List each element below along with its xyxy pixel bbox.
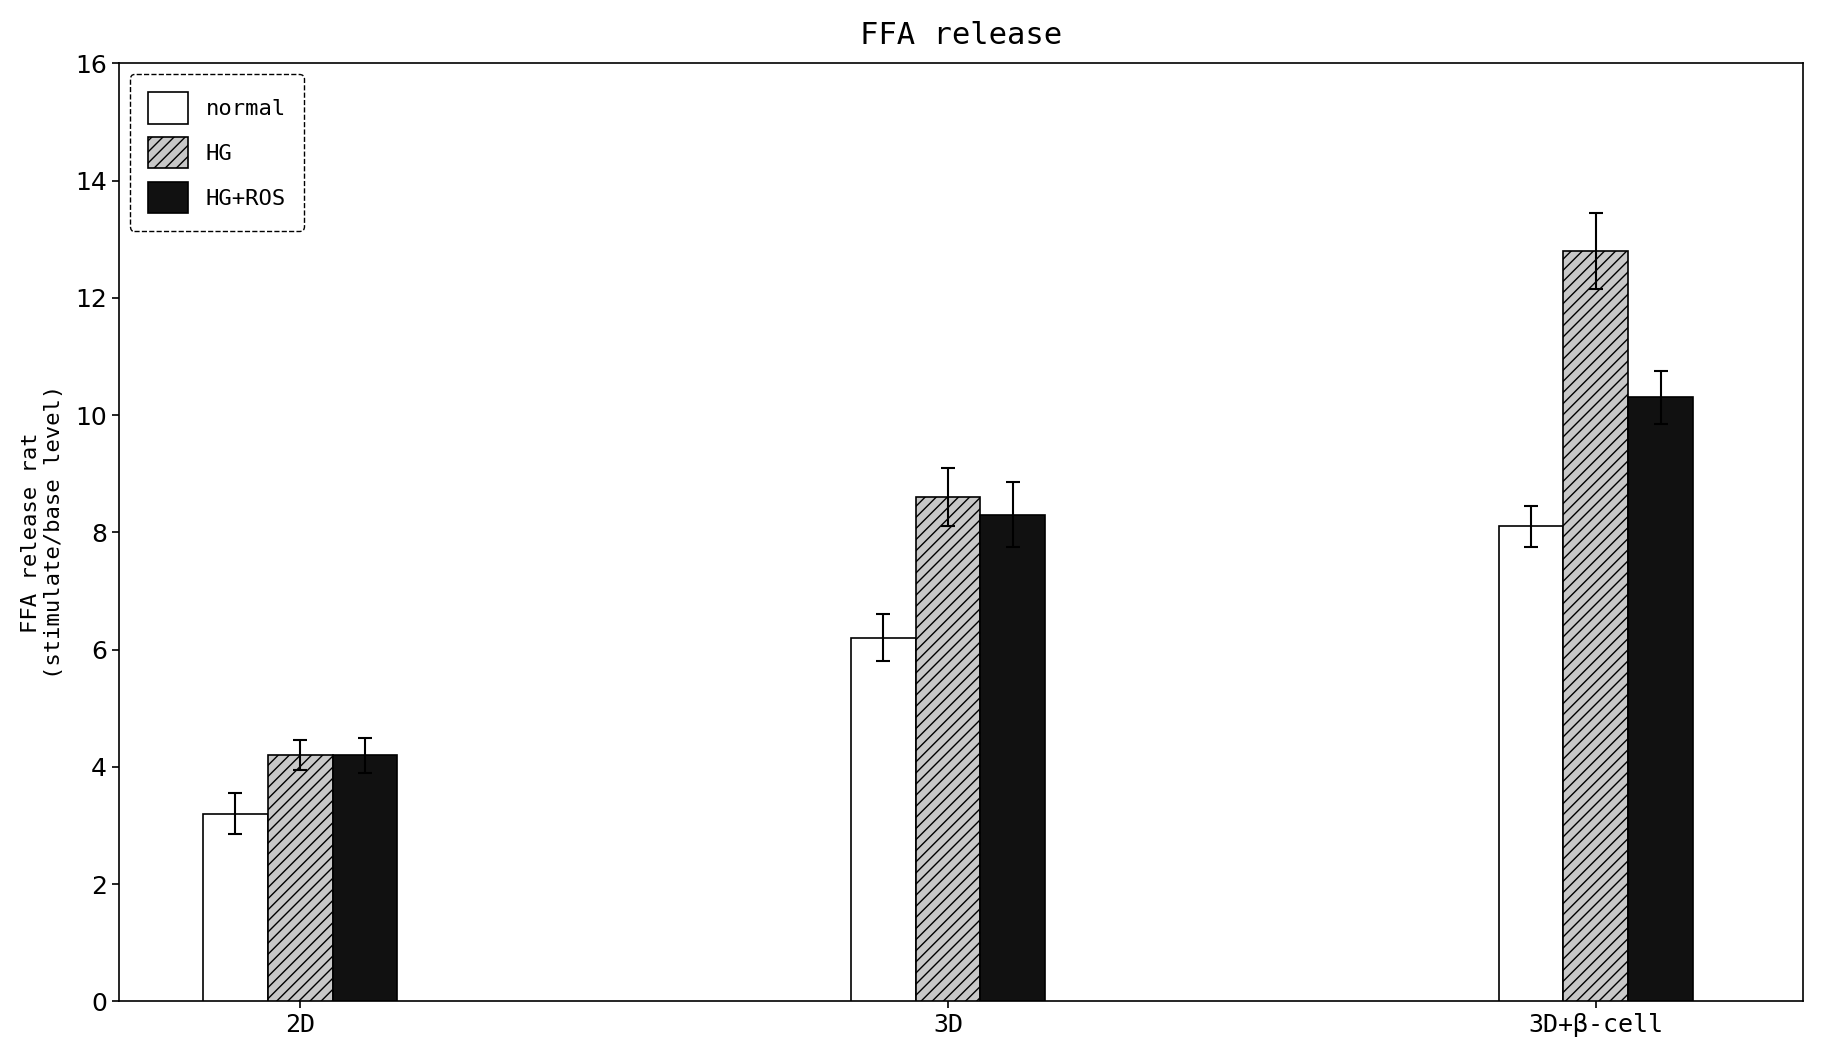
Bar [1562, 251, 1628, 1001]
Bar [981, 515, 1045, 1001]
Bar [1499, 527, 1562, 1001]
Title: FFA release: FFA release [859, 21, 1061, 50]
Bar [332, 755, 397, 1001]
Bar [1628, 398, 1692, 1001]
Y-axis label: FFA release rat
(stimulate/base level): FFA release rat (stimulate/base level) [20, 385, 64, 679]
Bar [915, 497, 981, 1001]
Bar [268, 755, 332, 1001]
Bar [202, 814, 268, 1001]
Legend: normal, HG, HG+ROS: normal, HG, HG+ROS [129, 74, 303, 231]
Bar [850, 638, 915, 1001]
